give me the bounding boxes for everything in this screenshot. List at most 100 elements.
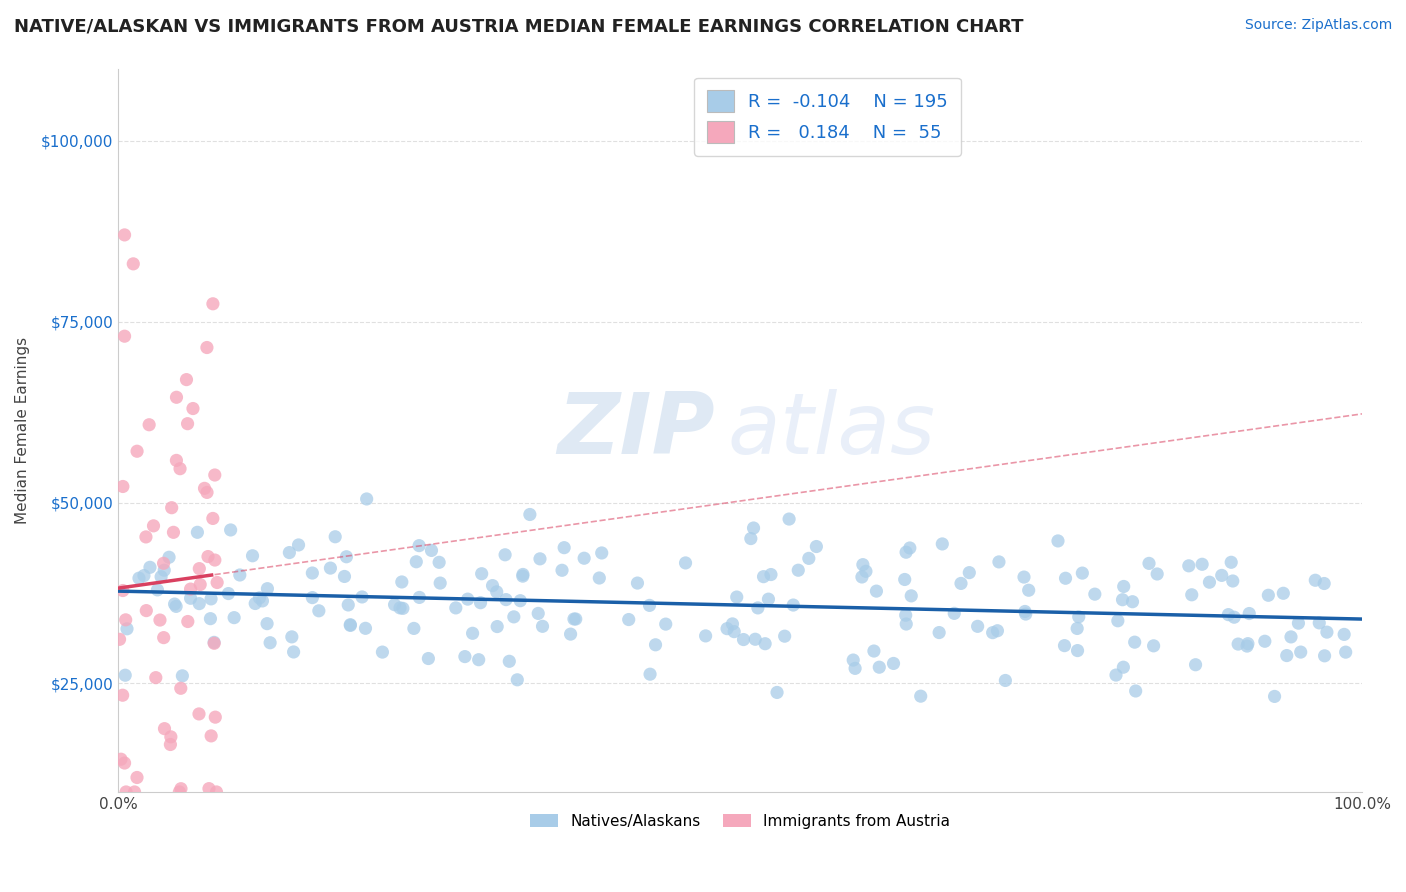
Point <box>115 785 138 799</box>
Point <box>188 561 211 575</box>
Point <box>457 592 479 607</box>
Point <box>560 627 582 641</box>
Point <box>716 622 738 636</box>
Point <box>1066 643 1088 657</box>
Point <box>1272 586 1295 600</box>
Point <box>852 558 875 572</box>
Point <box>733 632 755 647</box>
Point <box>319 561 342 575</box>
Point <box>198 781 221 796</box>
Point <box>391 574 413 589</box>
Point <box>644 638 666 652</box>
Point <box>725 590 748 604</box>
Point <box>249 591 271 605</box>
Point <box>928 625 950 640</box>
Point <box>695 629 717 643</box>
Point <box>1218 607 1240 622</box>
Point <box>910 689 932 703</box>
Point <box>758 592 780 607</box>
Y-axis label: Median Female Earnings: Median Female Earnings <box>15 336 30 524</box>
Point <box>957 566 980 580</box>
Point <box>562 612 585 626</box>
Point <box>193 481 215 495</box>
Point <box>165 453 187 467</box>
Point <box>1313 648 1336 663</box>
Point <box>572 551 595 566</box>
Point <box>797 551 820 566</box>
Point <box>1071 566 1094 580</box>
Point <box>180 591 202 606</box>
Point <box>333 569 356 583</box>
Point <box>467 653 489 667</box>
Point <box>201 511 224 525</box>
Point <box>638 599 661 613</box>
Point <box>1178 558 1201 573</box>
Point <box>1111 592 1133 607</box>
Point <box>160 730 183 744</box>
Point <box>1125 684 1147 698</box>
Point <box>782 598 804 612</box>
Point <box>339 617 361 632</box>
Point <box>1316 625 1339 640</box>
Point <box>125 771 148 785</box>
Point <box>408 591 430 605</box>
Point <box>868 660 890 674</box>
Point <box>529 552 551 566</box>
Point <box>108 632 131 647</box>
Point <box>114 227 136 242</box>
Point <box>201 297 224 311</box>
Point <box>512 569 534 583</box>
Point <box>170 781 193 796</box>
Legend: Natives/Alaskans, Immigrants from Austria: Natives/Alaskans, Immigrants from Austri… <box>524 807 956 835</box>
Point <box>405 555 427 569</box>
Point <box>931 537 953 551</box>
Point <box>766 685 789 699</box>
Point <box>943 607 966 621</box>
Point <box>160 500 183 515</box>
Point <box>259 636 281 650</box>
Point <box>229 568 252 582</box>
Point <box>1181 588 1204 602</box>
Point <box>188 597 211 611</box>
Point <box>655 617 678 632</box>
Point <box>139 560 162 574</box>
Point <box>898 541 921 555</box>
Point <box>152 557 174 571</box>
Point <box>224 610 246 624</box>
Point <box>638 667 661 681</box>
Point <box>165 599 187 614</box>
Point <box>301 566 323 580</box>
Point <box>281 630 304 644</box>
Point <box>1289 645 1312 659</box>
Point <box>509 593 531 607</box>
Point <box>1046 533 1069 548</box>
Point <box>256 582 278 596</box>
Point <box>111 688 134 702</box>
Point <box>851 570 873 584</box>
Point <box>169 785 191 799</box>
Point <box>356 491 378 506</box>
Point <box>519 508 541 522</box>
Point <box>950 576 973 591</box>
Point <box>1257 588 1279 602</box>
Point <box>471 566 494 581</box>
Point <box>778 512 800 526</box>
Point <box>219 523 242 537</box>
Point <box>994 673 1017 688</box>
Point <box>1222 574 1244 588</box>
Point <box>150 570 173 584</box>
Point <box>245 597 267 611</box>
Point <box>485 585 508 599</box>
Point <box>202 635 225 649</box>
Point <box>128 571 150 585</box>
Point <box>1112 579 1135 593</box>
Point <box>217 586 239 600</box>
Point <box>1142 639 1164 653</box>
Point <box>159 738 181 752</box>
Point <box>205 575 228 590</box>
Point <box>1279 630 1302 644</box>
Point <box>1137 557 1160 571</box>
Point <box>894 608 917 623</box>
Point <box>429 576 451 591</box>
Point <box>195 341 218 355</box>
